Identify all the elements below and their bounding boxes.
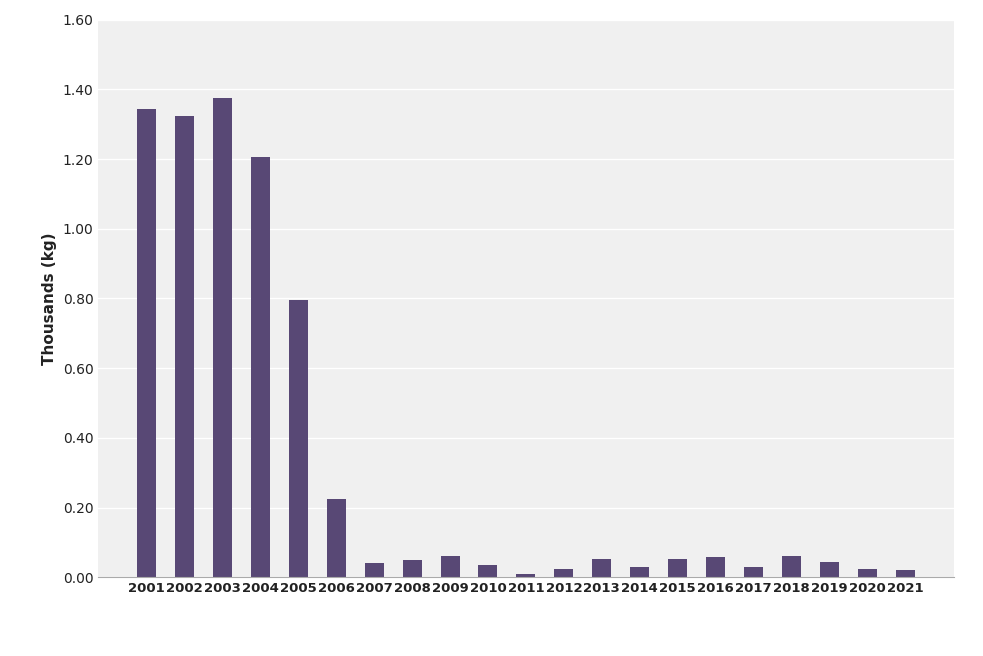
Bar bbox=[896, 570, 914, 577]
Bar bbox=[516, 574, 536, 577]
Bar bbox=[213, 98, 232, 577]
Bar bbox=[630, 567, 649, 577]
Bar bbox=[668, 559, 687, 577]
Bar bbox=[175, 115, 194, 577]
Bar bbox=[479, 565, 497, 577]
Bar bbox=[781, 556, 801, 577]
Bar bbox=[326, 499, 346, 577]
Y-axis label: Thousands (kg): Thousands (kg) bbox=[42, 232, 57, 365]
Bar bbox=[440, 556, 459, 577]
Bar bbox=[858, 569, 877, 577]
Bar bbox=[289, 300, 308, 577]
Bar bbox=[593, 559, 611, 577]
Bar bbox=[706, 558, 725, 577]
Bar bbox=[365, 564, 383, 577]
Bar bbox=[554, 569, 573, 577]
Bar bbox=[251, 157, 270, 577]
Bar bbox=[138, 108, 156, 577]
Bar bbox=[820, 562, 838, 577]
Bar bbox=[403, 560, 422, 577]
Bar bbox=[744, 567, 763, 577]
